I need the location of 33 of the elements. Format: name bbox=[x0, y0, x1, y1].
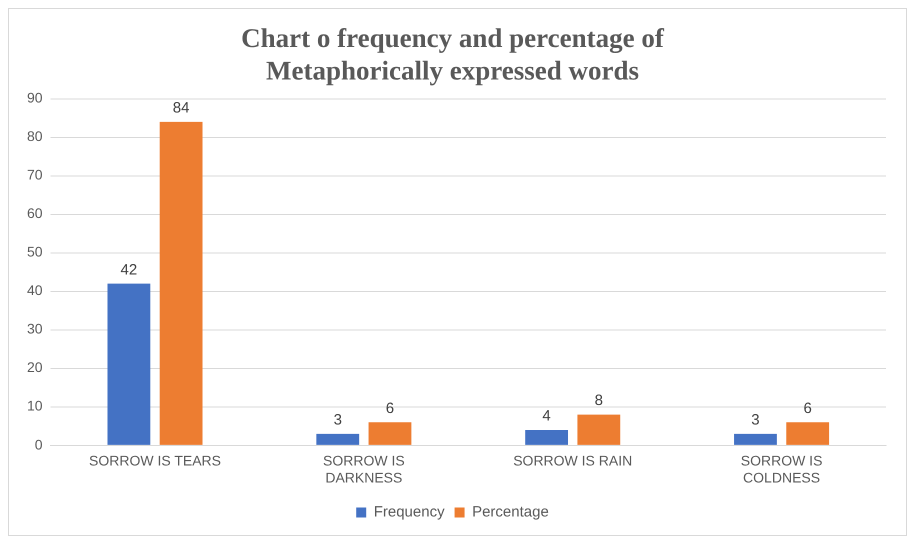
y-tick-label: 50 bbox=[26, 244, 43, 260]
data-label: 4 bbox=[542, 408, 551, 425]
bar bbox=[577, 414, 620, 445]
legend-label: Frequency bbox=[374, 504, 446, 521]
data-label: 3 bbox=[751, 411, 760, 428]
data-label: 6 bbox=[386, 400, 394, 417]
x-tick-label: SORROW IS COLDNESS bbox=[740, 452, 822, 486]
y-tick-label: 0 bbox=[34, 436, 43, 452]
bar bbox=[368, 422, 412, 445]
bar bbox=[316, 434, 360, 445]
y-tick-label: 90 bbox=[26, 90, 43, 106]
bar bbox=[160, 122, 203, 445]
data-label: 6 bbox=[804, 400, 812, 417]
x-tick-label: SORROW IS RAIN bbox=[513, 452, 632, 469]
y-tick-label: 80 bbox=[26, 128, 43, 144]
y-tick-label: 20 bbox=[26, 359, 43, 376]
x-tick-label: SORROW IS TEARS bbox=[89, 452, 221, 469]
data-label: 8 bbox=[594, 392, 603, 410]
y-tick-label: 40 bbox=[26, 282, 43, 298]
data-label: 42 bbox=[120, 261, 138, 278]
bar bbox=[107, 284, 150, 445]
data-label: 3 bbox=[334, 411, 342, 428]
bar bbox=[525, 430, 568, 445]
x-tick-label: SORROW IS DARKNESS bbox=[323, 452, 405, 486]
chart-title: Chart o frequency and percentage of Metaphorically expressed words bbox=[241, 23, 665, 86]
bar bbox=[786, 422, 830, 445]
data-label: 84 bbox=[172, 100, 190, 117]
legend-label: Percentage bbox=[472, 504, 549, 521]
y-tick-label: 70 bbox=[26, 166, 43, 183]
y-tick-label: 10 bbox=[26, 398, 43, 414]
y-tick-label: 30 bbox=[26, 320, 43, 337]
bar bbox=[734, 434, 777, 445]
y-tick-label: 60 bbox=[26, 205, 43, 222]
